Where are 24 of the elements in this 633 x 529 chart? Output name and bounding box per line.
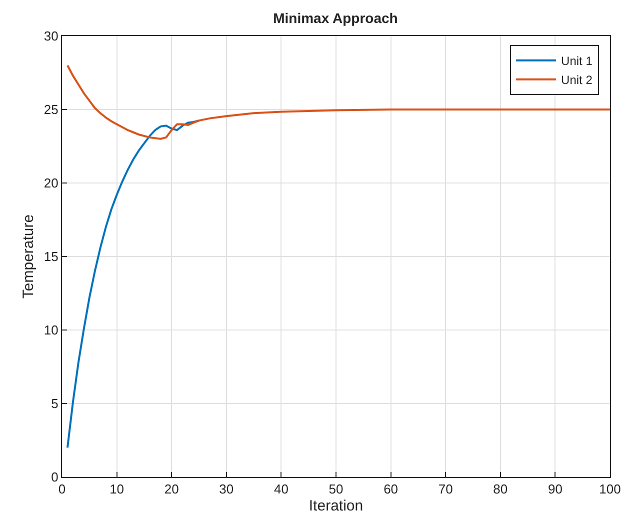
legend-label: Unit 2 [561,73,593,87]
y-axis-title: Temperature [20,214,38,299]
y-tick-label: 15 [44,249,58,264]
x-tick-label: 30 [219,482,234,497]
x-tick-label: 60 [384,482,398,497]
x-tick-label: 50 [328,482,344,497]
y-tick-label: 20 [44,176,58,191]
legend-label: Unit 1 [561,54,593,68]
x-tick-label: 70 [438,482,453,497]
y-tick-label: 25 [44,102,58,118]
y-tick-label: 0 [51,470,58,485]
y-tick-label: 10 [44,322,58,338]
x-tick-label: 10 [110,482,124,497]
x-tick-label: 40 [274,482,288,497]
y-tick-label: 5 [51,396,58,412]
line-series [66,120,200,449]
x-tick-label: 100 [599,482,621,497]
x-axis-title: Iteration [308,498,364,515]
x-tick-label: 90 [548,482,562,497]
chart-title: Minimax Approach [273,10,398,26]
y-tick-label: 30 [44,28,58,44]
x-tick-label: 20 [164,482,179,497]
x-tick-label: 80 [493,482,508,497]
line-series [66,64,610,140]
